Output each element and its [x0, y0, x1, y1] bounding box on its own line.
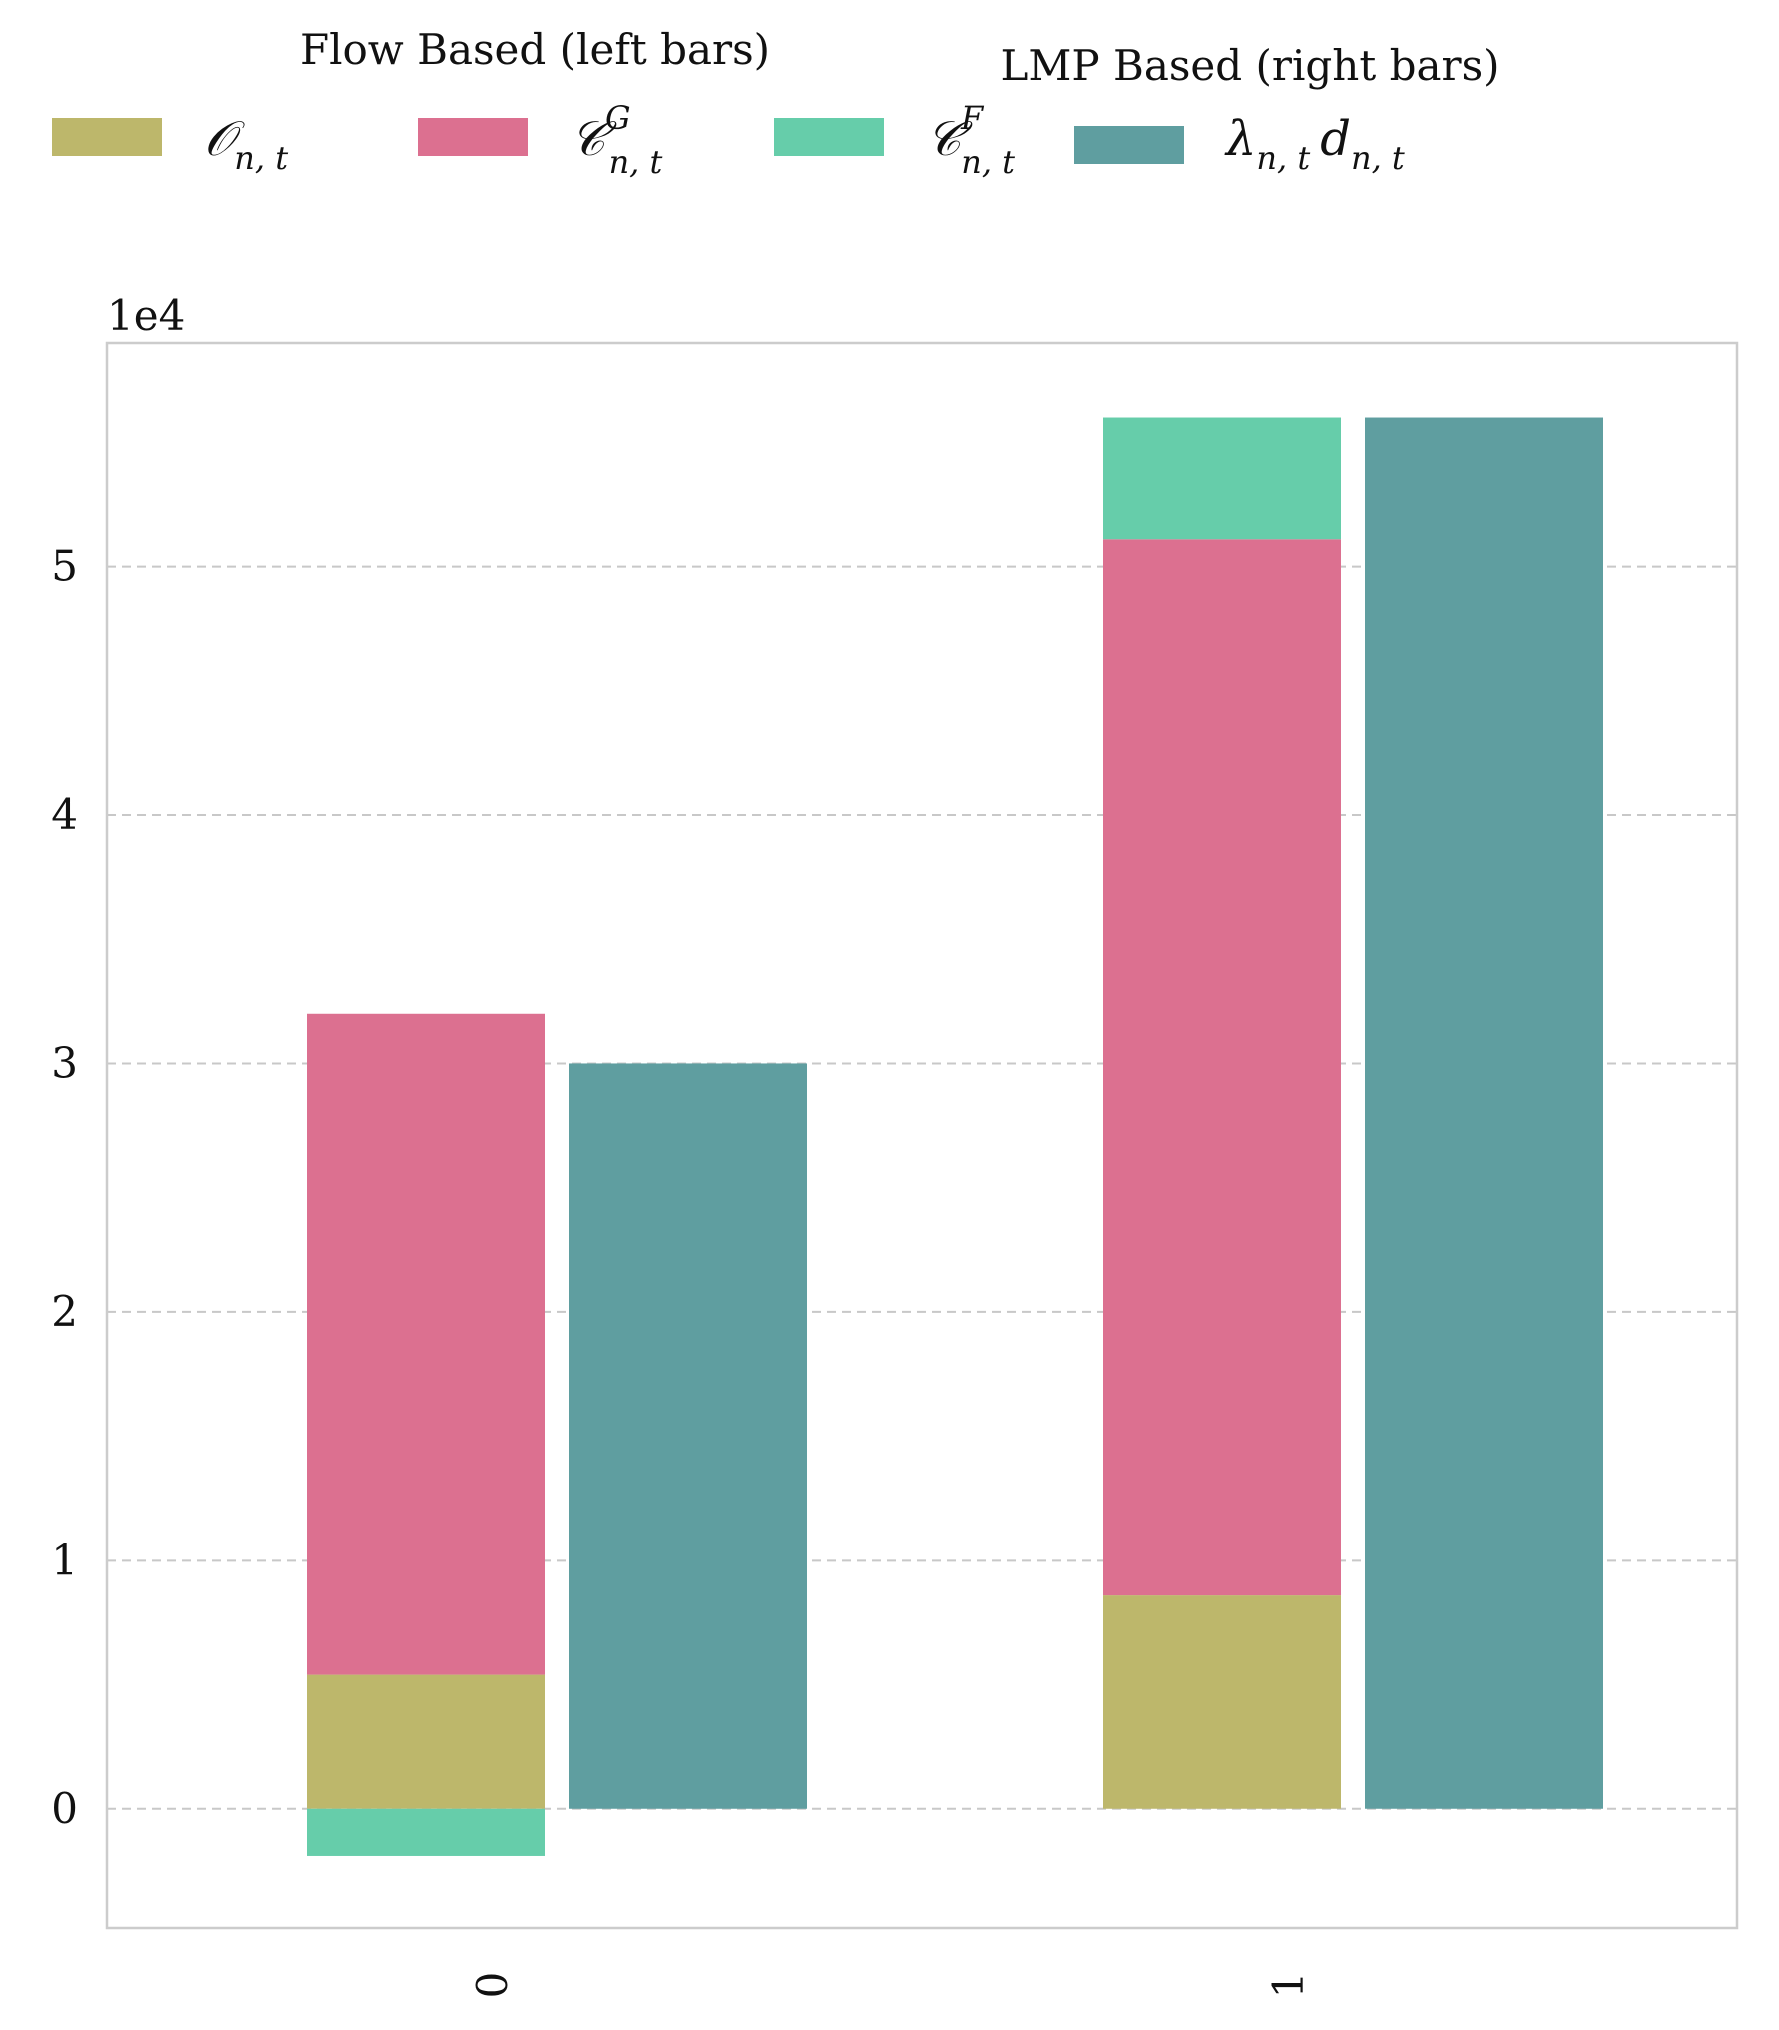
legend-label-sup: G — [605, 99, 631, 137]
bar-cf-cat-0 — [307, 1808, 545, 1856]
x-tick-label: 0 — [468, 1972, 517, 1999]
bar-ld-cat-1 — [1365, 417, 1603, 1809]
legend-label-sub: n, t — [609, 143, 663, 181]
y-exponent-label: 1e4 — [107, 291, 185, 340]
legend-label-base2: d — [1320, 111, 1351, 167]
legend-label-sub: n, t — [234, 139, 288, 177]
bar-cf-cat-1 — [1103, 417, 1341, 540]
x-tick-label: 1 — [1264, 1972, 1313, 1999]
bar-o-cat-1 — [1103, 1595, 1341, 1809]
legend: Flow Based (left bars) LMP Based (right … — [52, 25, 1500, 181]
y-tick-label: 0 — [51, 1784, 78, 1833]
legend-swatch-cf — [774, 118, 884, 156]
y-tick-label: 4 — [51, 790, 78, 839]
bar-ld-cat-0 — [569, 1063, 807, 1809]
legend-label-cf: 𝒞F n, t — [926, 99, 1015, 181]
legend-label-sub: n, t — [961, 143, 1015, 181]
legend-label-base: λ — [1224, 111, 1256, 167]
legend-group-right-title: LMP Based (right bars) — [1000, 41, 1499, 90]
y-tick-label: 1 — [51, 1535, 78, 1584]
legend-swatch-o — [52, 118, 162, 156]
y-tick-label: 5 — [51, 542, 78, 591]
legend-label-sup: F — [960, 99, 985, 137]
legend-swatch-cg — [418, 118, 528, 156]
legend-label-sub: n, t — [1256, 139, 1310, 177]
legend-label-ld: λn, t dn, t — [1224, 111, 1405, 177]
legend-label-sub2: n, t — [1351, 139, 1405, 177]
bar-o-cat-0 — [307, 1674, 545, 1809]
y-tick-label: 2 — [51, 1287, 78, 1336]
legend-group-left-title: Flow Based (left bars) — [300, 25, 770, 74]
bar-cg-cat-0 — [307, 1013, 545, 1675]
legend-label-cg: 𝒞G n, t — [570, 99, 663, 181]
axes-frame — [105, 341, 1739, 1930]
y-tick-label: 3 — [51, 1038, 78, 1087]
bar-cg-cat-1 — [1103, 539, 1341, 1596]
legend-swatch-ld — [1074, 126, 1184, 164]
plot-area: 0 1 2 3 4 5 1e4 0 1 — [51, 291, 1739, 1999]
legend-label-o: 𝒪n, t — [204, 111, 288, 177]
